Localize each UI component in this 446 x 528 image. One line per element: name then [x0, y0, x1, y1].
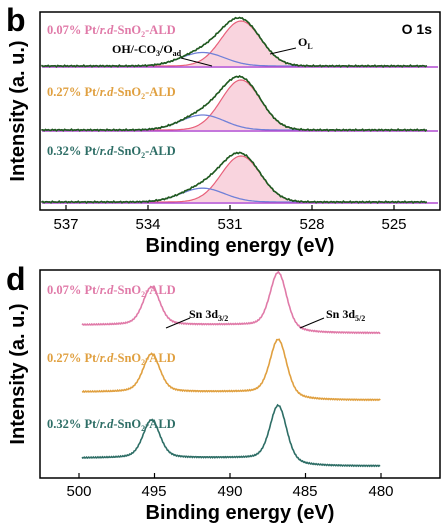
panel-d-x-axis-title: Binding energy (eV): [146, 502, 335, 524]
panel-b-series-3-fit: [41, 151, 427, 204]
panel-b-sample-label-2: 0.27% Pt/r.d-SnO2-ALD: [47, 85, 176, 101]
panel-b-oh-arrow: [180, 57, 213, 67]
panel-d-series-3-line: [81, 403, 381, 468]
panel-b-x-tick-1: 537: [53, 216, 78, 233]
panel-b-x-tick-4: 528: [299, 216, 324, 233]
panel-d-sample-label-3: 0.32% Pt/r.d-SnO2-ALD: [47, 417, 176, 433]
panel-b-letter: b: [6, 2, 26, 38]
panel-b-sample-label-1: 0.07% Pt/r.d-SnO2-ALD: [47, 23, 176, 39]
panel-d-sn32-annotation: Sn 3d3/2: [189, 307, 228, 323]
panel-d-sn52-annotation: Sn 3d5/2: [326, 307, 365, 323]
panel-b-frame: [39, 11, 441, 211]
panel-d-x-tick-4: 485: [292, 483, 317, 500]
panel-b-plot-area: [40, 16, 438, 210]
panel-b-x-ticks: 537 534 531 528 525: [53, 216, 406, 233]
panel-b-x-tick-5: 525: [381, 216, 406, 233]
panel-b-ol-annotation: OL: [298, 35, 313, 51]
panel-b-series-1-fit: [40, 16, 428, 68]
panel-d-x-tick-3: 490: [217, 483, 242, 500]
panel-b-x-tick-2: 534: [135, 216, 160, 233]
panel-b-core-label: O 1s: [402, 21, 433, 37]
panel-b-series-2-fit: [41, 74, 428, 132]
panel-b-y-axis-title: Intensity (a. u.): [7, 40, 29, 181]
panel-b-sample-label-3: 0.32% Pt/r.d-SnO2-ALD: [47, 144, 176, 160]
panel-d-x-tick-2: 495: [141, 483, 166, 500]
panel-d-y-axis-title: Intensity (a. u.): [7, 303, 29, 444]
panel-d-sn32-arrow: [165, 317, 191, 329]
panel-d-x-tick-1: 500: [66, 483, 91, 500]
panel-b-oh-annotation: OH/-CO3/Oad: [112, 42, 182, 58]
panel-d-plot-area: [78, 270, 382, 478]
panel-d-frame: [39, 269, 441, 479]
panel-d-series-1-line: [81, 270, 381, 335]
panel-d-sample-label-1: 0.07% Pt/r.d-SnO2-ALD: [47, 283, 176, 299]
panel-b-x-tick-3: 531: [217, 216, 242, 233]
panel-d-sn52-arrow: [299, 317, 325, 329]
panel-d-x-ticks: 500 495 490 485 480: [66, 483, 393, 500]
panel-d-letter: d: [6, 261, 26, 297]
panel-d-sample-label-2: 0.27% Pt/r.d-SnO2-ALD: [47, 351, 176, 367]
panel-b-series-1-ol-fill: [41, 21, 427, 66]
panel-d-x-tick-5: 480: [368, 483, 393, 500]
panel-b-x-axis-title: Binding energy (eV): [146, 235, 335, 257]
panel-b-series-2-ol-fill: [41, 80, 427, 130]
panel-b-series-3-ol-fill: [41, 156, 427, 202]
panel-b-ol-arrow: [269, 47, 297, 55]
panel-d-series-2-line: [81, 338, 381, 402]
